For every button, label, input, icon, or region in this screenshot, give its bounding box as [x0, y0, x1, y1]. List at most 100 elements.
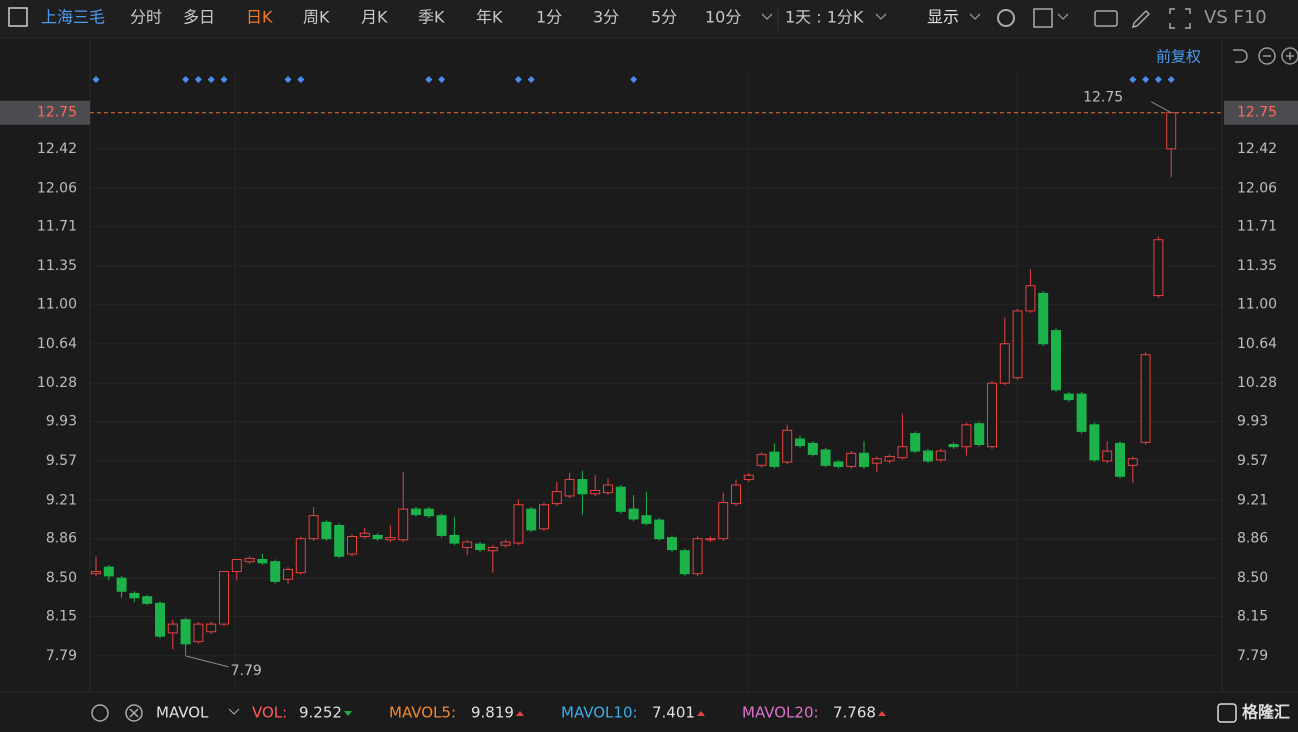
trend-arrow: [516, 711, 524, 716]
candle-body: [1038, 292, 1049, 345]
event-marker[interactable]: [297, 76, 305, 83]
candle-body: [897, 446, 908, 459]
y-tick-label: 11.35: [1237, 258, 1277, 274]
event-marker[interactable]: [194, 76, 202, 83]
zoom-in[interactable]: [1281, 47, 1298, 65]
candle-body: [1089, 424, 1100, 461]
candle-body: [1102, 450, 1113, 462]
candle-body: [807, 442, 818, 455]
y-tick-label: 9.93: [1237, 414, 1268, 430]
indicator-settings[interactable]: [91, 704, 109, 722]
period-tab[interactable]: 多日: [183, 8, 215, 27]
candle-body: [462, 541, 473, 548]
candle-body: [987, 382, 997, 448]
y-tick-label: 11.00: [37, 296, 77, 312]
period-tab[interactable]: 10分: [705, 8, 741, 27]
chevron[interactable]: [969, 13, 981, 20]
period-tab[interactable]: 年K: [476, 8, 503, 27]
candle-body: [948, 444, 959, 448]
indicator-close[interactable]: [129, 708, 139, 718]
candle-body: [935, 450, 946, 461]
event-marker[interactable]: [425, 76, 433, 83]
candle-body: [129, 592, 140, 599]
candle-body: [436, 515, 447, 536]
candle-body: [833, 461, 844, 467]
sidebar-icon[interactable]: [8, 7, 28, 27]
adjust-mode[interactable]: 前复权: [1156, 48, 1201, 66]
period-tab[interactable]: 季K: [418, 8, 445, 27]
pen-icon[interactable]: [1131, 9, 1151, 29]
candle-body: [1076, 393, 1087, 432]
indicator-value: 7.768: [833, 704, 876, 722]
period-tab[interactable]: 分时: [130, 8, 162, 27]
indicator-values: VOL: 9.252 MAVOL5: 9.819 MAVOL10: 7.401 MAVOL2…: [252, 704, 886, 722]
trend-arrow: [878, 711, 886, 716]
event-marker[interactable]: [514, 76, 522, 83]
event-marker[interactable]: [182, 76, 190, 83]
candle-body: [551, 491, 562, 505]
y-tick-label: 9.93: [46, 414, 77, 430]
event-marker[interactable]: [1154, 76, 1162, 83]
vs-f10[interactable]: VS F10: [1204, 7, 1267, 28]
period-tab[interactable]: 1分: [536, 8, 562, 27]
zoom-in[interactable]: [1286, 52, 1294, 60]
event-marker[interactable]: [438, 76, 446, 83]
event-marker[interactable]: [527, 76, 535, 83]
event-marker[interactable]: [1167, 76, 1175, 83]
candle-body: [295, 538, 306, 574]
period-tab[interactable]: 3分: [593, 8, 619, 27]
candle-body: [257, 558, 268, 564]
chevron[interactable]: [1057, 13, 1069, 20]
candle-body: [999, 343, 1010, 384]
event-marker[interactable]: [92, 76, 100, 83]
period-tab[interactable]: 日K: [246, 8, 273, 27]
event-marker[interactable]: [1142, 76, 1150, 83]
logo-icon: [1217, 703, 1237, 723]
event-marker[interactable]: [630, 76, 638, 83]
period-select[interactable]: 1天 : 1分K: [785, 8, 864, 27]
indicator-label: VOL:: [252, 704, 287, 722]
y-tick-label: 9.21: [1237, 492, 1268, 508]
period-tab[interactable]: 5分: [651, 8, 677, 27]
candle-body: [1166, 112, 1177, 150]
fullscreen-icon[interactable]: [1169, 8, 1191, 29]
candle-body: [334, 525, 345, 557]
event-marker[interactable]: [284, 76, 292, 83]
y-tick-label: 9.21: [46, 492, 77, 508]
candle-body: [705, 538, 716, 541]
logo: 格隆汇: [1242, 703, 1290, 722]
candle-body: [923, 450, 933, 462]
trend-arrow: [697, 711, 705, 716]
chevron[interactable]: [761, 13, 773, 20]
candle-body: [641, 515, 652, 524]
zoom-out[interactable]: [1258, 47, 1276, 65]
settings-icon[interactable]: [997, 9, 1015, 27]
y-tick-label: 8.86: [46, 531, 77, 547]
y-tick-label: 12.75: [1237, 105, 1277, 121]
y-tick-label: 10.28: [37, 375, 77, 391]
reset-icon[interactable]: [1233, 49, 1248, 63]
candle-body: [1127, 458, 1138, 466]
indicator-name[interactable]: MAVOL: [156, 704, 209, 722]
display-menu[interactable]: 显示: [927, 8, 959, 27]
chevron[interactable]: [875, 13, 887, 20]
layout-icon[interactable]: [1033, 8, 1053, 28]
period-tab[interactable]: 周K: [303, 8, 330, 27]
price-tag: [1224, 100, 1298, 125]
stock-name[interactable]: 上海三毛: [41, 8, 105, 27]
chevron[interactable]: [228, 708, 240, 715]
candle-body: [423, 508, 434, 517]
event-marker[interactable]: [1129, 76, 1137, 83]
event-marker[interactable]: [207, 76, 215, 83]
candle-body: [206, 623, 217, 633]
period-tab[interactable]: 月K: [361, 8, 388, 27]
indicator-value: 7.401: [652, 704, 695, 722]
annotation: 7.79: [231, 663, 262, 679]
candle-body: [590, 490, 601, 495]
event-marker[interactable]: [220, 76, 228, 83]
candle-body: [103, 566, 114, 577]
camera-icon[interactable]: [1094, 10, 1118, 27]
indicator-close[interactable]: [125, 704, 143, 722]
candle-body: [615, 486, 626, 512]
candle-body: [487, 546, 498, 552]
